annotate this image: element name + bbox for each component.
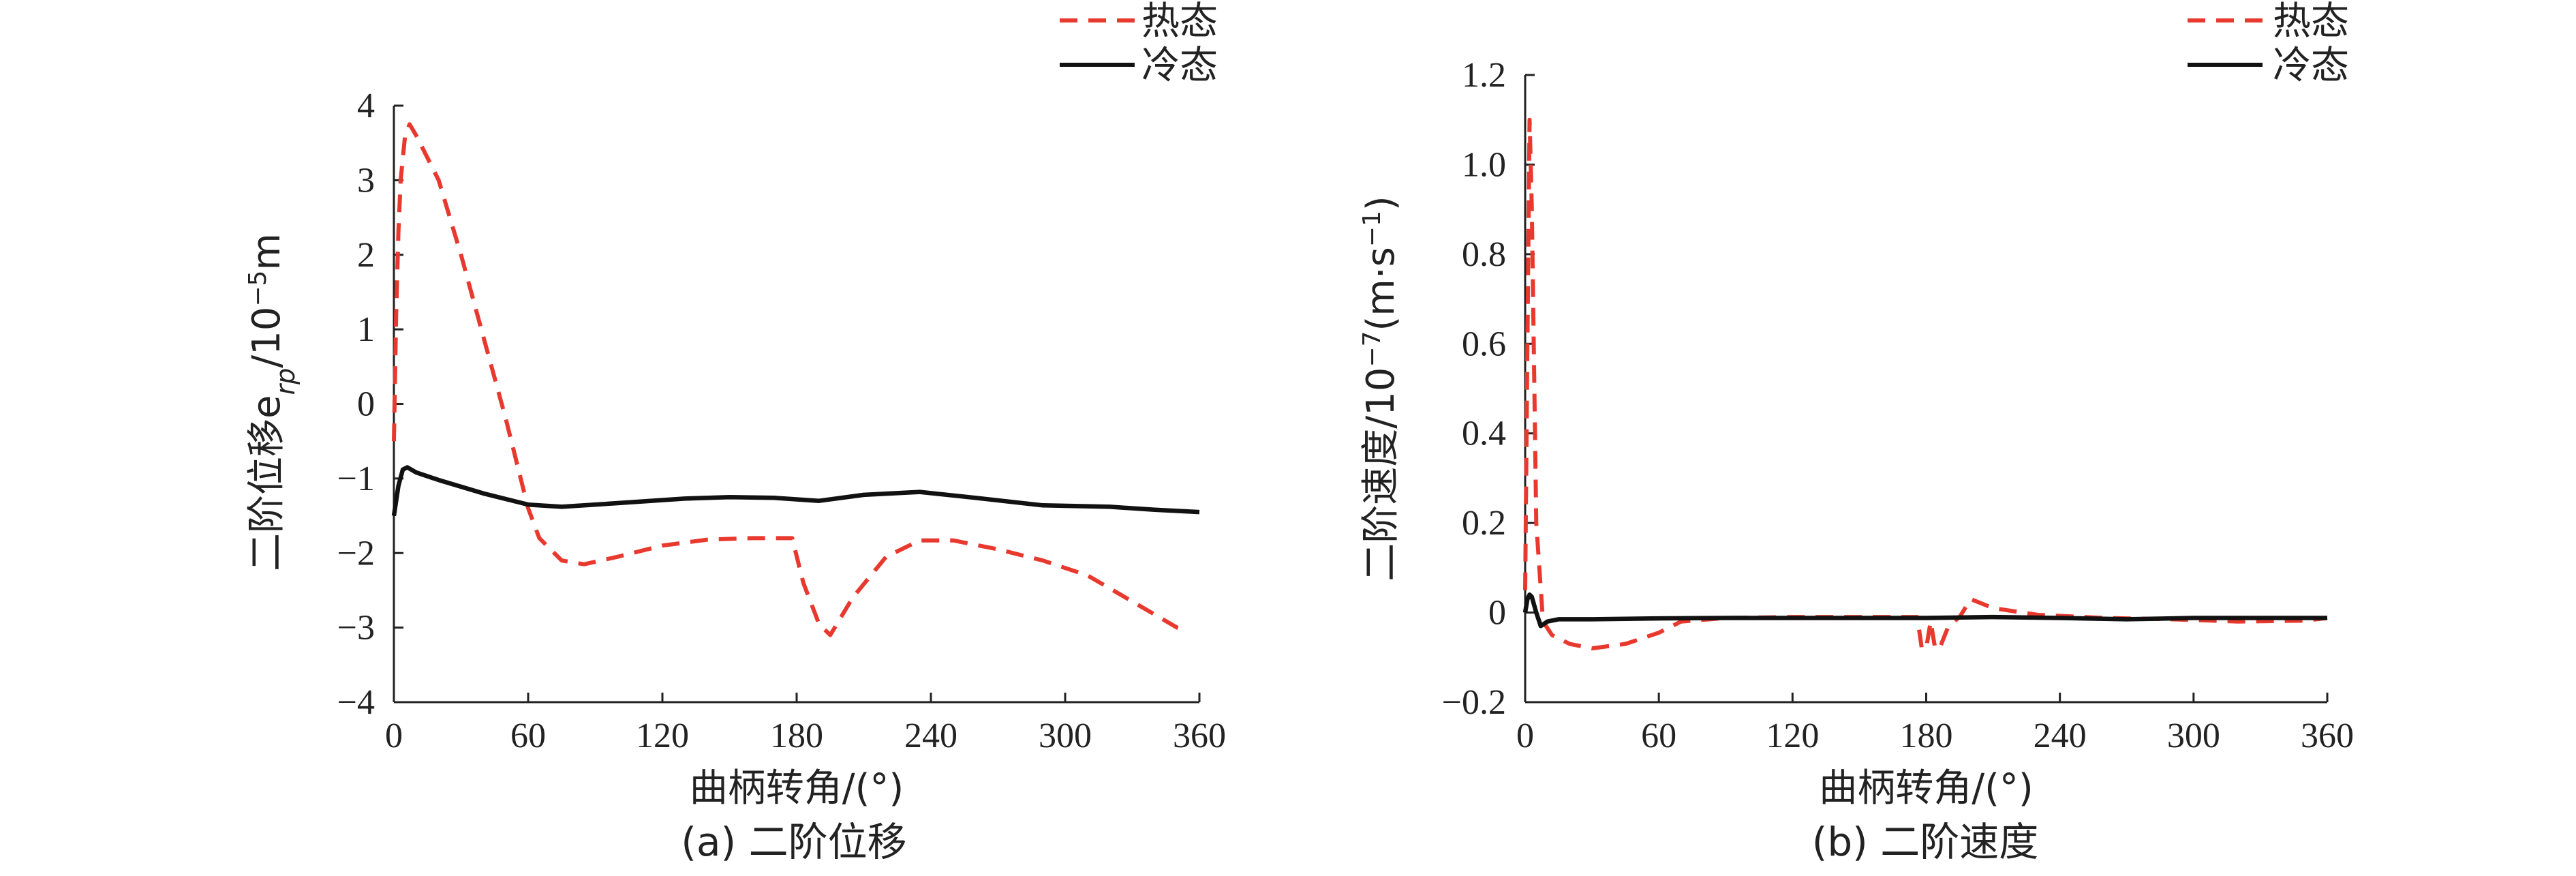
y-tick-label: 3 [357, 161, 375, 200]
x-tick-label: 300 [1039, 716, 1092, 755]
y-tick-label: −3 [337, 609, 375, 648]
chart-b: −0.2 0 0.2 0.4 0.6 0.8 1.0 1.2 0 60 120 180 240 300 36… [1358, 0, 2355, 865]
x-tick-label: 240 [904, 716, 957, 755]
y-label-main: 二阶速度/10 [1359, 367, 1403, 582]
x-tick-label: 120 [1766, 716, 1819, 755]
y-tick-label: −1 [337, 459, 375, 498]
series-line-hot [392, 122, 1189, 637]
y-axis-label: 二阶速度/10−7(m·s−1) [1358, 196, 1404, 582]
y-label-exp: −7 [1358, 331, 1386, 367]
y-tick-label: 1.0 [1462, 145, 1506, 184]
x-tick-label: 120 [636, 716, 689, 755]
legend-label: 冷态 [2273, 44, 2349, 88]
figure-caption: (a) 二阶位移 [681, 819, 906, 865]
y-tick-label: −0.2 [1442, 683, 1506, 722]
y-tick-label: 0.8 [1462, 235, 1506, 274]
x-tick-label: 360 [2301, 716, 2354, 755]
series-line-cold [1522, 592, 2327, 629]
y-label-main: 二阶位移e [245, 395, 289, 571]
y-tick-label: 0.6 [1462, 324, 1506, 363]
x-tick-label: 60 [1641, 716, 1676, 755]
legend-label: 热态 [1141, 0, 1218, 44]
y-axis-label: 二阶位移erp/10−5m [244, 233, 301, 571]
chart-a: −4 −3 −2 −1 0 1 2 3 4 0 60 120 180 240 300 360 曲柄转角/(°) (… [244, 0, 1227, 865]
series-line-cold [391, 465, 1200, 517]
y-tick-label: 4 [357, 87, 375, 125]
y-label-exp: −5 [244, 271, 272, 307]
x-tick-label: 360 [1173, 716, 1226, 755]
x-tick-label: 180 [770, 716, 823, 755]
x-tick-label: 180 [1900, 716, 1953, 755]
y-tick-label: 0 [1488, 594, 1506, 633]
y-tick-label: 1.2 [1462, 56, 1506, 95]
y-label-unit: /10 [245, 307, 289, 368]
series-line-hot [1523, 117, 2328, 651]
x-tick-label: 60 [510, 716, 546, 755]
y-tick-label: −4 [337, 683, 375, 722]
y-label-unit-tail: m [245, 233, 289, 271]
legend-label: 冷态 [1141, 44, 1218, 88]
y-tick-label: 2 [357, 236, 375, 275]
y-label-exp2: −1 [1358, 211, 1386, 247]
y-label-sub: rp [271, 368, 301, 395]
x-tick-label: 0 [385, 716, 403, 755]
y-label-unit-tail: (m·s [1359, 247, 1403, 331]
y-tick-label: 0.4 [1462, 414, 1506, 453]
y-label-close: ) [1359, 196, 1403, 211]
x-axis-label: 曲柄转角/(°) [690, 766, 904, 811]
y-tick-label: −2 [337, 534, 375, 573]
y-tick-label: 0.2 [1462, 504, 1506, 543]
x-tick-label: 300 [2167, 716, 2220, 755]
x-tick-label: 0 [1516, 716, 1534, 755]
legend-label: 热态 [2273, 0, 2349, 44]
x-axis-label: 曲柄转角/(°) [1819, 766, 2034, 811]
figure-caption: (b) 二阶速度 [1812, 819, 2039, 865]
y-tick-label: 1 [357, 310, 375, 349]
x-tick-label: 240 [2034, 716, 2087, 755]
y-tick-label: 0 [357, 385, 375, 424]
